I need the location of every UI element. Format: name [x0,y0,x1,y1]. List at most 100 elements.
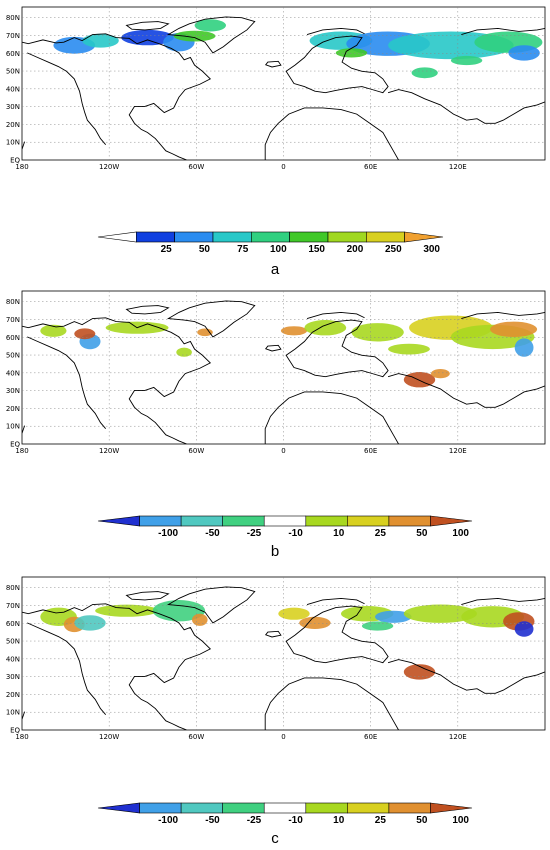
colorbar-label: 50 [416,815,428,826]
coastline-5 [286,606,388,663]
field-patch-7 [299,616,331,630]
longitude-label: 60E [364,163,377,171]
colorbar-segment [251,231,290,243]
coastlines [22,301,545,444]
longitude-label: 60W [188,733,204,741]
colorbar-label: 50 [416,528,428,539]
longitude-label: 180 [15,733,28,741]
longitude-label: 60W [188,447,204,455]
longitude-label: 60E [364,447,377,455]
coastline-6 [265,678,398,730]
coastline-8 [461,312,545,318]
field-patch-4 [197,328,213,337]
longitude-label: 120E [449,733,467,741]
coastline-3 [127,22,169,30]
latitude-label: 40N [6,369,20,377]
map-panel-c: 180 120W 60W 0 60E 120E EQ 10N 20N 30N 40N 50N 60N 70… [6,576,546,741]
colorbar-segment [97,231,137,243]
colorbar-segment [97,802,140,814]
colorbar-label: -25 [247,528,262,539]
coastline-9 [22,426,25,434]
latitude-label: 30N [6,103,20,111]
latitude-label: 30N [6,673,20,681]
coastline-10 [307,598,365,604]
coastline-1 [27,337,105,429]
gridlines [22,577,545,730]
colorbar-a: 25 50 75 100 150 200 250 300 [97,231,444,255]
colorbar-segment [289,231,329,243]
colorbar-label: -100 [158,815,178,826]
coastline-9 [22,142,25,150]
coastline-8 [461,28,545,34]
data-field [40,600,535,680]
latitude-label: 10N [6,423,20,431]
colorbar-label: 250 [385,244,402,255]
colorbar-b: -100 -50 -25 -10 10 25 50 100 [97,515,473,539]
coastline-3 [127,592,169,600]
colorbar-label: 200 [347,244,364,255]
field-patch-11 [508,45,540,61]
latitude-label: 60N [6,334,20,342]
field-patch-4 [173,30,216,42]
field-patch-12 [514,338,534,357]
panel-label: a [271,261,280,278]
coastline-4 [266,345,281,351]
latitude-label: EQ [10,157,20,165]
longitude-label: 0 [281,733,285,741]
coastline-4 [266,631,281,637]
colorbar-label: 25 [375,815,387,826]
colorbar-segment [263,515,307,527]
coastline-7 [388,660,545,694]
map-panel-a: 180 120W 60W 0 60E 120E EQ 10N 20N 30N 40N 50N 60N 70… [6,6,546,171]
longitude-label: 120W [99,733,119,741]
latitude-label: 70N [6,316,20,324]
colorbar-segment [430,802,473,814]
longitude-label: 120W [99,163,119,171]
colorbar-segment [222,802,265,814]
colorbar-segment [346,802,390,814]
field-patch-13 [450,55,483,66]
longitude-label: 120W [99,447,119,455]
longitude-label: 120E [449,163,467,171]
field-patch-10 [411,67,438,79]
colorbar-label: 75 [237,244,249,255]
colorbar-segment [388,515,431,527]
field-patch-1 [82,33,119,48]
coastline-7 [388,90,545,124]
colorbar-label: 50 [199,244,211,255]
latitude-label: 10N [6,139,20,147]
coastlines [22,17,545,160]
longitude-label: 0 [281,447,285,455]
colorbar-label: 100 [270,244,287,255]
coastline-6 [265,108,398,160]
colorbar-label: 25 [161,244,173,255]
colorbar-segment [365,231,405,243]
coastline-7 [388,374,545,408]
latitude-label: 50N [6,638,20,646]
coastline-0 [22,34,210,160]
field-patch-6 [280,326,308,336]
coastline-0 [22,318,210,444]
data-field [40,315,538,388]
colorbar-label: -50 [205,815,220,826]
field-patch-8 [351,323,404,342]
field-patch-6 [278,607,310,620]
coastline-6 [265,392,398,444]
latitude-label: 60N [6,50,20,58]
colorbar-segment [180,802,224,814]
field-patch-3 [95,604,158,617]
latitude-label: 50N [6,352,20,360]
colorbar-segment [174,231,214,243]
longitude-label: 180 [15,447,28,455]
field-patch-2 [74,615,106,631]
colorbar-c: -100 -50 -25 -10 10 25 50 100 [97,802,473,826]
colorbar-segment [212,231,252,243]
colorbar-segment [346,515,390,527]
coastline-10 [307,28,365,34]
field-patch-15 [361,621,394,631]
field-patch-5 [176,347,192,357]
latitude-label: 20N [6,691,20,699]
longitude-label: 0 [281,163,285,171]
coastline-9 [22,712,25,720]
